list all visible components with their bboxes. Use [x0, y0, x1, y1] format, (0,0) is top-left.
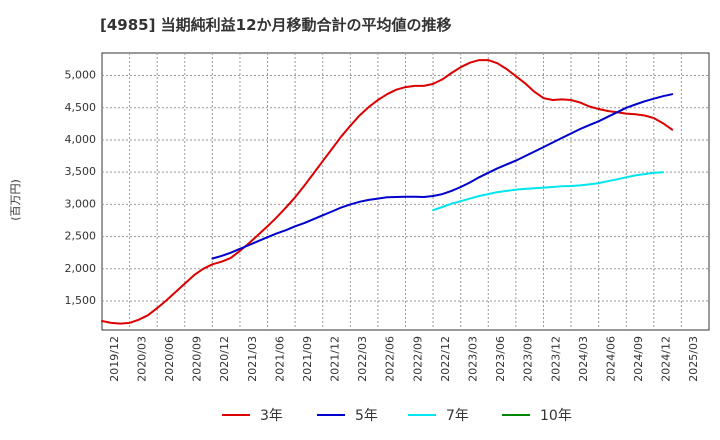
x-tick-label: 2020/12: [218, 336, 231, 382]
y-tick-label: 4,500: [65, 101, 97, 114]
x-tick-label: 2021/03: [246, 336, 259, 382]
x-tick-label: 2022/12: [439, 336, 452, 382]
x-tick-label: 2024/12: [660, 336, 673, 382]
plot-area: [101, 52, 710, 331]
legend: 3年 5年 7年 10年: [0, 404, 720, 426]
x-tick-label: 2020/06: [163, 336, 176, 382]
x-tick-label: 2023/09: [522, 336, 535, 382]
x-tick-label: 2024/09: [632, 336, 645, 382]
y-axis-label: (百万円): [9, 179, 22, 221]
legend-item: 5年: [317, 404, 378, 426]
y-tick-label: 4,000: [65, 133, 97, 146]
grid-layer: [102, 53, 709, 330]
x-tick-label: 2019/12: [108, 336, 121, 382]
y-tick-label: 1,500: [65, 294, 97, 307]
legend-item: 7年: [408, 404, 469, 426]
chart-title: [4985] 当期純利益12か月移動合計の平均値の推移: [100, 16, 452, 34]
y-tick-label: 3,000: [65, 197, 97, 210]
y-axis-ticks: 1,500 2,000 2,500 3,000 3,500 4,000 4,500 5,000: [65, 69, 97, 307]
legend-swatch: [502, 414, 530, 416]
series-layer: [101, 59, 674, 325]
y-tick-label: 2,500: [65, 230, 97, 243]
legend-item: 3年: [222, 404, 283, 426]
x-tick-label: 2024/06: [604, 336, 617, 382]
y-tick-label: 5,000: [65, 69, 97, 82]
legend-item: 10年: [502, 404, 572, 426]
x-tick-label: 2022/09: [411, 336, 424, 382]
x-tick-label: 2023/03: [466, 336, 479, 382]
series-line-3: [432, 171, 664, 212]
y-tick-label: 3,500: [65, 165, 97, 178]
legend-swatch: [222, 414, 250, 416]
x-tick-label: 2023/12: [549, 336, 562, 382]
x-tick-label: 2022/03: [356, 336, 369, 382]
legend-label: 3年: [260, 408, 283, 424]
x-tick-label: 2020/03: [135, 336, 148, 382]
x-tick-label: 2020/09: [191, 336, 204, 382]
x-axis-ticks: 2019/12 2020/03 2020/06 2020/09 2020/12 2021/…: [108, 336, 700, 382]
x-tick-label: 2022/06: [384, 336, 397, 382]
legend-label: 10年: [540, 408, 572, 424]
legend-swatch: [317, 414, 345, 416]
x-tick-label: 2025/03: [687, 336, 700, 382]
legend-label: 7年: [446, 408, 469, 424]
x-tick-label: 2021/12: [329, 336, 342, 382]
x-tick-label: 2021/06: [273, 336, 286, 382]
x-tick-label: 2023/06: [494, 336, 507, 382]
series-line-2: [211, 93, 674, 260]
legend-swatch: [408, 414, 436, 416]
series-line-1: [101, 59, 674, 325]
legend-label: 5年: [355, 408, 378, 424]
x-tick-label: 2021/09: [301, 336, 314, 382]
x-tick-label: 2024/03: [577, 336, 590, 382]
y-tick-label: 2,000: [65, 262, 97, 275]
